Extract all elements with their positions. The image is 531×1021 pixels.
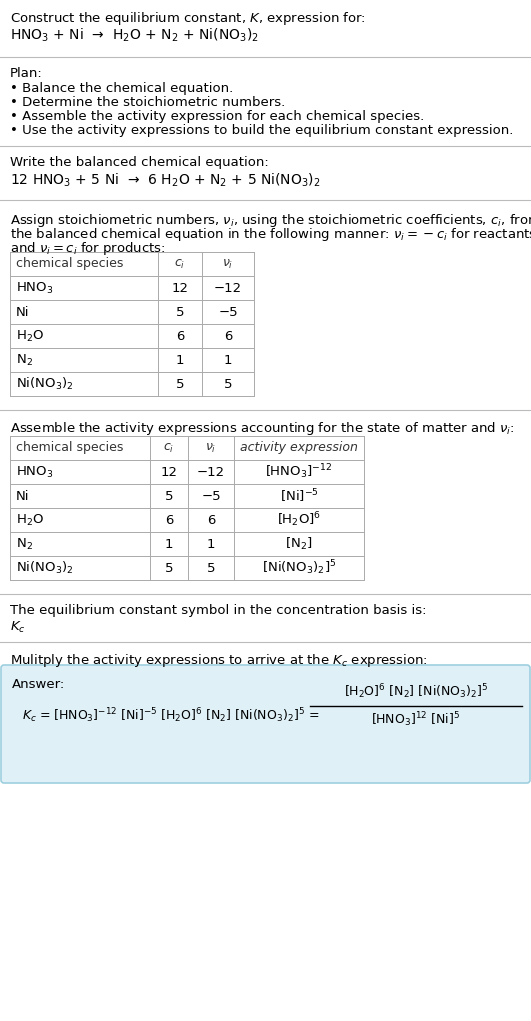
Text: chemical species: chemical species: [16, 257, 123, 271]
Text: 5: 5: [207, 562, 215, 575]
Text: chemical species: chemical species: [16, 441, 123, 454]
Text: −12: −12: [197, 466, 225, 479]
Text: 6: 6: [207, 514, 215, 527]
Text: [H$_2$O]$^6$: [H$_2$O]$^6$: [277, 510, 321, 529]
Text: 5: 5: [165, 562, 173, 575]
Text: 6: 6: [165, 514, 173, 527]
Text: Ni(NO$_3$)$_2$: Ni(NO$_3$)$_2$: [16, 560, 74, 576]
Text: The equilibrium constant symbol in the concentration basis is:: The equilibrium constant symbol in the c…: [10, 604, 426, 617]
Text: Ni: Ni: [16, 305, 30, 319]
Text: Mulitply the activity expressions to arrive at the $K_c$ expression:: Mulitply the activity expressions to arr…: [10, 652, 428, 669]
Text: Construct the equilibrium constant, $K$, expression for:: Construct the equilibrium constant, $K$,…: [10, 10, 366, 27]
Text: HNO$_3$ + Ni  →  H$_2$O + N$_2$ + Ni(NO$_3$)$_2$: HNO$_3$ + Ni → H$_2$O + N$_2$ + Ni(NO$_3…: [10, 27, 259, 44]
Text: [H$_2$O]$^6$ [N$_2$] [Ni(NO$_3$)$_2$]$^5$: [H$_2$O]$^6$ [N$_2$] [Ni(NO$_3$)$_2$]$^5…: [344, 683, 488, 701]
Text: $c_i$: $c_i$: [164, 441, 175, 454]
Text: 1: 1: [224, 353, 232, 367]
Text: N$_2$: N$_2$: [16, 536, 33, 551]
Text: 6: 6: [224, 330, 232, 342]
Text: Write the balanced chemical equation:: Write the balanced chemical equation:: [10, 156, 269, 169]
Text: 5: 5: [224, 378, 232, 390]
Text: Plan:: Plan:: [10, 67, 43, 80]
Text: $K_c$: $K_c$: [10, 620, 25, 635]
Text: activity expression: activity expression: [240, 441, 358, 454]
Text: Ni(NO$_3$)$_2$: Ni(NO$_3$)$_2$: [16, 376, 74, 392]
Text: −5: −5: [201, 489, 221, 502]
Text: H$_2$O: H$_2$O: [16, 513, 44, 528]
Text: 1: 1: [165, 537, 173, 550]
Text: the balanced chemical equation in the following manner: $\nu_i = -c_i$ for react: the balanced chemical equation in the fo…: [10, 226, 531, 243]
Text: HNO$_3$: HNO$_3$: [16, 465, 54, 480]
Text: and $\nu_i = c_i$ for products:: and $\nu_i = c_i$ for products:: [10, 240, 166, 257]
Text: • Assemble the activity expression for each chemical species.: • Assemble the activity expression for e…: [10, 110, 424, 123]
Text: 6: 6: [176, 330, 184, 342]
Text: HNO$_3$: HNO$_3$: [16, 281, 54, 295]
Text: $\nu_i$: $\nu_i$: [222, 257, 234, 271]
Text: H$_2$O: H$_2$O: [16, 329, 44, 343]
Text: −12: −12: [214, 282, 242, 294]
Text: 1: 1: [207, 537, 215, 550]
Text: • Balance the chemical equation.: • Balance the chemical equation.: [10, 82, 233, 95]
Text: $K_c$ = [HNO$_3$]$^{-12}$ [Ni]$^{-5}$ [H$_2$O]$^6$ [N$_2$] [Ni(NO$_3$)$_2$]$^5$ : $K_c$ = [HNO$_3$]$^{-12}$ [Ni]$^{-5}$ [H…: [22, 706, 319, 725]
Text: [HNO$_3$]$^{12}$ [Ni]$^5$: [HNO$_3$]$^{12}$ [Ni]$^5$: [372, 711, 460, 729]
Text: [HNO$_3$]$^{-12}$: [HNO$_3$]$^{-12}$: [266, 463, 332, 481]
Text: • Use the activity expressions to build the equilibrium constant expression.: • Use the activity expressions to build …: [10, 124, 513, 137]
Text: 5: 5: [165, 489, 173, 502]
Text: [N$_2$]: [N$_2$]: [285, 536, 313, 552]
Text: 12: 12: [172, 282, 189, 294]
Text: $c_i$: $c_i$: [174, 257, 186, 271]
Text: Answer:: Answer:: [12, 678, 65, 691]
Text: 12 HNO$_3$ + 5 Ni  →  6 H$_2$O + N$_2$ + 5 Ni(NO$_3$)$_2$: 12 HNO$_3$ + 5 Ni → 6 H$_2$O + N$_2$ + 5…: [10, 172, 321, 190]
FancyBboxPatch shape: [1, 665, 530, 783]
Text: 1: 1: [176, 353, 184, 367]
Text: 5: 5: [176, 305, 184, 319]
Text: 5: 5: [176, 378, 184, 390]
Text: [Ni]$^{-5}$: [Ni]$^{-5}$: [280, 487, 319, 504]
Text: 12: 12: [160, 466, 177, 479]
Text: Assemble the activity expressions accounting for the state of matter and $\nu_i$: Assemble the activity expressions accoun…: [10, 420, 515, 437]
Text: Assign stoichiometric numbers, $\nu_i$, using the stoichiometric coefficients, $: Assign stoichiometric numbers, $\nu_i$, …: [10, 212, 531, 229]
Text: [Ni(NO$_3$)$_2$]$^5$: [Ni(NO$_3$)$_2$]$^5$: [262, 558, 336, 577]
Text: Ni: Ni: [16, 489, 30, 502]
Text: $\nu_i$: $\nu_i$: [205, 441, 217, 454]
Text: • Determine the stoichiometric numbers.: • Determine the stoichiometric numbers.: [10, 96, 285, 109]
Text: N$_2$: N$_2$: [16, 352, 33, 368]
Text: −5: −5: [218, 305, 238, 319]
